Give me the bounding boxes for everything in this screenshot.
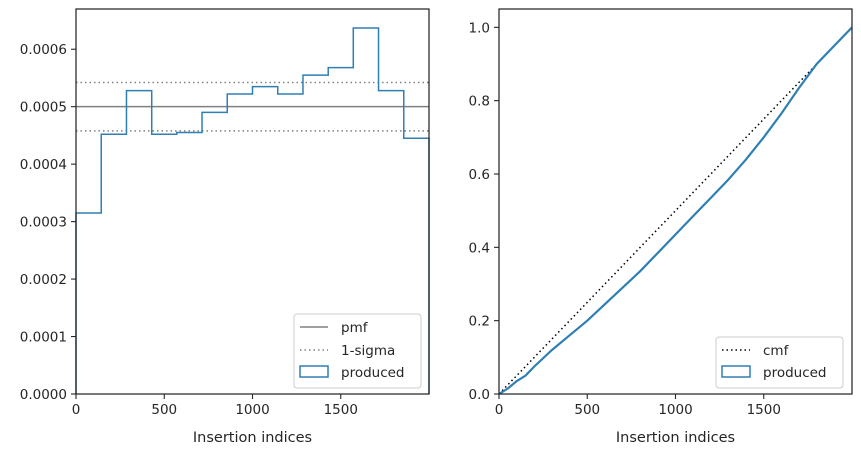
hist-xtick-label: 0: [72, 402, 81, 418]
hist-ytick-label: 0.0006: [20, 42, 67, 58]
hist-xtick-label: 500: [151, 402, 177, 418]
hist-ytick-label: 0.0000: [20, 387, 67, 403]
histogram-legend: pmf 1-sigma produced: [293, 313, 422, 389]
cmf-xtick-label: 1500: [747, 402, 781, 418]
legend-cmf-label: cmf: [763, 343, 790, 359]
cmf-plot-area: [498, 26, 853, 395]
legend-produced-label: produced: [341, 365, 405, 381]
cmf-xlabel: Insertion indices: [616, 430, 735, 446]
cmf-series-line: [498, 26, 853, 395]
cmf-frame: [498, 8, 853, 395]
cmf-ytick-label: 0.8: [469, 94, 490, 110]
histogram-legend-box: [293, 313, 422, 389]
hist-ytick-label: 0.0003: [20, 215, 67, 231]
hist-xtick-label: 1500: [324, 402, 358, 418]
cmf-ytick-label: 0.4: [469, 240, 490, 256]
legend-produced-swatch-right: [721, 365, 751, 378]
cmf-xtick-label: 1000: [658, 402, 692, 418]
cmf-ytick-label: 1.0: [469, 20, 490, 36]
cmf-ytick-label: 0.2: [469, 314, 490, 330]
hist-ytick-label: 0.0005: [20, 100, 67, 116]
produced-series-line: [498, 26, 853, 395]
legend-pmf-label: pmf: [341, 320, 369, 336]
legend-produced-swatch: [299, 365, 329, 378]
cmf-xtick-label: 0: [495, 402, 504, 418]
cmf-ytick-label: 0.0: [469, 387, 490, 403]
cmf-ticks: 0 500 1000 1500 0.0 0.2 0.4 0.6 0.8 1.0: [469, 20, 781, 418]
legend-produced-label-right: produced: [763, 365, 827, 381]
produced-histogram: [75, 27, 430, 394]
hist-ytick-label: 0.0002: [20, 272, 67, 288]
cmf-panel: 0 500 1000 1500 0.0 0.2 0.4 0.6 0.8 1.0 Insertion…: [469, 8, 853, 446]
hist-xtick-label: 1000: [235, 402, 269, 418]
cmf-legend: cmf produced: [715, 336, 844, 389]
cmf-xtick-label: 500: [574, 402, 600, 418]
legend-sigma-label: 1-sigma: [341, 343, 395, 359]
histogram-plot-area: [75, 27, 430, 394]
cmf-legend-box: [715, 336, 844, 389]
histogram-ticks: 0 500 1000 1500 0.0000 0.0001 0.0002 0.0003 0.00…: [20, 42, 358, 418]
cmf-ytick-label: 0.6: [469, 167, 490, 183]
hist-ytick-label: 0.0004: [20, 157, 67, 173]
hist-ytick-label: 0.0001: [20, 330, 67, 346]
histogram-xlabel: Insertion indices: [193, 430, 312, 446]
histogram-panel: 0 500 1000 1500 0.0000 0.0001 0.0002 0.0003 0.00…: [20, 8, 430, 446]
